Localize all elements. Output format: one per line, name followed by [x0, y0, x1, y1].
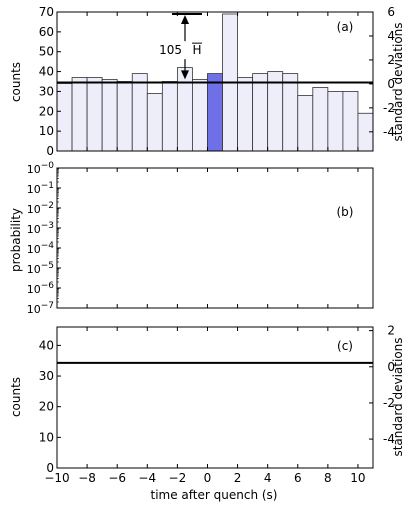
- highlight-bar: [207, 73, 223, 152]
- bar: [116, 81, 133, 152]
- x-tick-label: 8: [324, 471, 332, 485]
- y-tick-label: 10−7: [27, 301, 54, 316]
- x-tick-label: −2: [169, 471, 187, 485]
- y-tick-label: 10−5: [27, 261, 54, 276]
- x-tick-label: 2: [234, 471, 242, 485]
- right-y-tick-label: 2: [387, 53, 395, 67]
- bar: [131, 73, 148, 152]
- y-tick-label: 10: [39, 124, 54, 138]
- y-tick-label: 50: [39, 45, 54, 59]
- y-tick-label: 20: [39, 104, 54, 118]
- right-y-tick-label: 2: [387, 324, 395, 338]
- annotation-label-bg: [163, 41, 209, 60]
- bar: [101, 79, 118, 152]
- y-tick-label: 0: [46, 144, 54, 158]
- plot-frame: [56, 11, 374, 152]
- right-y-axis-label: standard deviations: [391, 22, 405, 141]
- annotation-arrowhead-up: [181, 14, 189, 24]
- x-tick-label: −6: [108, 471, 126, 485]
- bar: [176, 67, 193, 152]
- bar: [237, 77, 254, 152]
- x-tick-label: 4: [264, 471, 272, 485]
- x-tick-label: 10: [350, 471, 365, 485]
- plot-frame: [56, 326, 374, 469]
- y-tick-label: 20: [39, 400, 54, 414]
- panel-label: (a): [337, 20, 354, 34]
- y-axis-label: counts: [9, 62, 23, 102]
- y-tick-label: 40: [39, 338, 54, 352]
- right-y-tick-label: 6: [387, 5, 395, 19]
- x-tick-label: −8: [78, 471, 96, 485]
- y-tick-label: 10−3: [27, 221, 54, 236]
- panel-label: (c): [337, 339, 353, 353]
- y-axis-label: counts: [9, 377, 23, 417]
- right-y-tick-label: -2: [383, 396, 395, 410]
- y-tick-label: 10−2: [27, 201, 54, 216]
- annotation-label: 105: [159, 43, 182, 57]
- right-y-tick-label: 0: [387, 77, 395, 91]
- bar: [282, 73, 299, 152]
- bar: [312, 87, 329, 152]
- bar: [56, 83, 73, 152]
- y-tick-label: 40: [39, 65, 54, 79]
- annotation-arrowhead-down: [181, 70, 189, 80]
- bar: [327, 91, 344, 152]
- y-tick-label: 0: [46, 461, 54, 475]
- panel-c: 0 10 20 30 40 -4 -2 0 2 −10 −8 −6 −4 −2 0 2 4 6 8 10 counts s…: [9, 324, 405, 485]
- bar: [252, 73, 269, 152]
- right-y-tick-label: -4: [383, 432, 395, 446]
- x-axis-label: time after quench (s): [151, 488, 278, 502]
- y-tick-label: 10−4: [27, 241, 55, 256]
- x-tick-label: 6: [294, 471, 302, 485]
- bar: [161, 81, 178, 152]
- y-tick-label: 10: [39, 430, 54, 444]
- bar: [342, 91, 359, 152]
- x-tick-label: 0: [204, 471, 212, 485]
- y-tick-label: 30: [39, 84, 54, 98]
- right-y-axis-label: standard deviations: [391, 337, 405, 456]
- y-tick-label: 10−6: [27, 281, 55, 296]
- panel-a: 0 10 20 30 40 50 60 70 -4 -2 0 2 4 6 counts standard de…: [9, 5, 405, 158]
- x-tick-label: −10: [44, 471, 69, 485]
- right-y-tick-label: -4: [383, 125, 395, 139]
- bar: [71, 77, 88, 152]
- right-y-tick-label: 4: [387, 29, 395, 43]
- panel-label: (b): [337, 205, 354, 219]
- x-tick-label: −4: [138, 471, 156, 485]
- plot-frame: [56, 167, 374, 309]
- bar: [297, 95, 314, 152]
- y-tick-label: 60: [39, 25, 54, 39]
- y-tick-label: 70: [39, 5, 54, 19]
- y-axis-label: probability: [9, 208, 23, 272]
- bar: [146, 93, 163, 152]
- y-tick-label: 10−0: [27, 161, 55, 176]
- bar: [86, 77, 103, 152]
- annotation-symbol: H: [192, 43, 201, 57]
- y-tick-label: 30: [39, 369, 54, 383]
- right-y-tick-label: 0: [387, 360, 395, 374]
- panel-b: 10−0 10−1 10−2 10−3 10−4 10−5 10−6 10−7 probabil…: [9, 161, 374, 316]
- y-tick-label: 10−1: [27, 181, 54, 196]
- right-y-tick-label: -2: [383, 101, 395, 115]
- bar: [192, 79, 208, 152]
